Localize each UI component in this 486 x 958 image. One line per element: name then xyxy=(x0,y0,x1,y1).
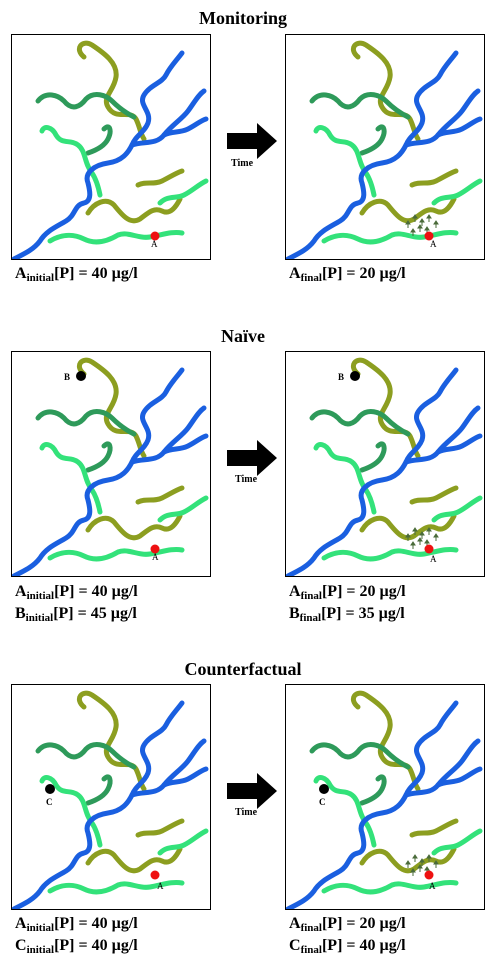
river-network: A xyxy=(286,35,485,260)
site-a-label: A xyxy=(430,239,437,249)
caption-a-initial: Ainitial[P] = 40 µg/l xyxy=(15,915,138,934)
time-label: Time xyxy=(235,807,258,818)
site-c-label: C xyxy=(46,797,53,807)
time-arrow-icon xyxy=(227,440,277,476)
river-network: A xyxy=(12,35,211,260)
river-network: C A xyxy=(286,685,485,910)
section-title-monitoring: Monitoring xyxy=(199,8,287,28)
panel-counterfactual-initial: C A xyxy=(11,684,211,910)
site-a-marker xyxy=(150,870,160,880)
site-a-marker xyxy=(424,231,434,241)
river-network: B A xyxy=(286,352,485,577)
caption-c-initial: Cinitial[P] = 40 µg/l xyxy=(15,937,138,956)
site-c-label: C xyxy=(319,797,326,807)
site-c-marker xyxy=(319,784,329,794)
site-a-label: A xyxy=(157,881,164,891)
site-a-label: A xyxy=(430,554,437,564)
caption-a-final: Afinal[P] = 20 µg/l xyxy=(289,583,406,602)
site-a-marker xyxy=(150,544,160,554)
site-a-label: A xyxy=(152,552,159,562)
time-label: Time xyxy=(231,158,254,169)
time-label: Time xyxy=(235,474,258,485)
site-b-marker xyxy=(350,371,360,381)
panel-naive-final: B A xyxy=(285,351,485,577)
panel-monitoring-final: A xyxy=(285,34,485,260)
site-a-label: A xyxy=(151,239,158,249)
site-a-marker xyxy=(150,231,160,241)
site-a-marker xyxy=(424,870,434,880)
caption-a-initial: Ainitial[P] = 40 µg/l xyxy=(15,265,138,284)
caption-b-final: Bfinal[P] = 35 µg/l xyxy=(289,605,405,624)
panel-monitoring-initial: A xyxy=(11,34,211,260)
site-b-label: B xyxy=(64,372,70,382)
panel-counterfactual-final: C A xyxy=(285,684,485,910)
caption-c-final: Cfinal[P] = 40 µg/l xyxy=(289,937,406,956)
time-arrow-icon xyxy=(227,773,277,809)
site-a-label: A xyxy=(429,881,436,891)
river-network: C A xyxy=(12,685,211,910)
section-title-naive: Naïve xyxy=(221,326,265,346)
river-network: B A xyxy=(12,352,211,577)
site-c-marker xyxy=(45,784,55,794)
caption-a-final: Afinal[P] = 20 µg/l xyxy=(289,265,406,284)
caption-a-final: Afinal[P] = 20 µg/l xyxy=(289,915,406,934)
caption-b-initial: Binitial[P] = 45 µg/l xyxy=(15,605,137,624)
caption-a-initial: Ainitial[P] = 40 µg/l xyxy=(15,583,138,602)
site-b-label: B xyxy=(338,372,344,382)
panel-naive-initial: B A xyxy=(11,351,211,577)
site-a-marker xyxy=(424,544,434,554)
time-arrow-icon xyxy=(227,123,277,159)
site-b-marker xyxy=(76,371,86,381)
section-title-counterfactual: Counterfactual xyxy=(184,659,302,679)
